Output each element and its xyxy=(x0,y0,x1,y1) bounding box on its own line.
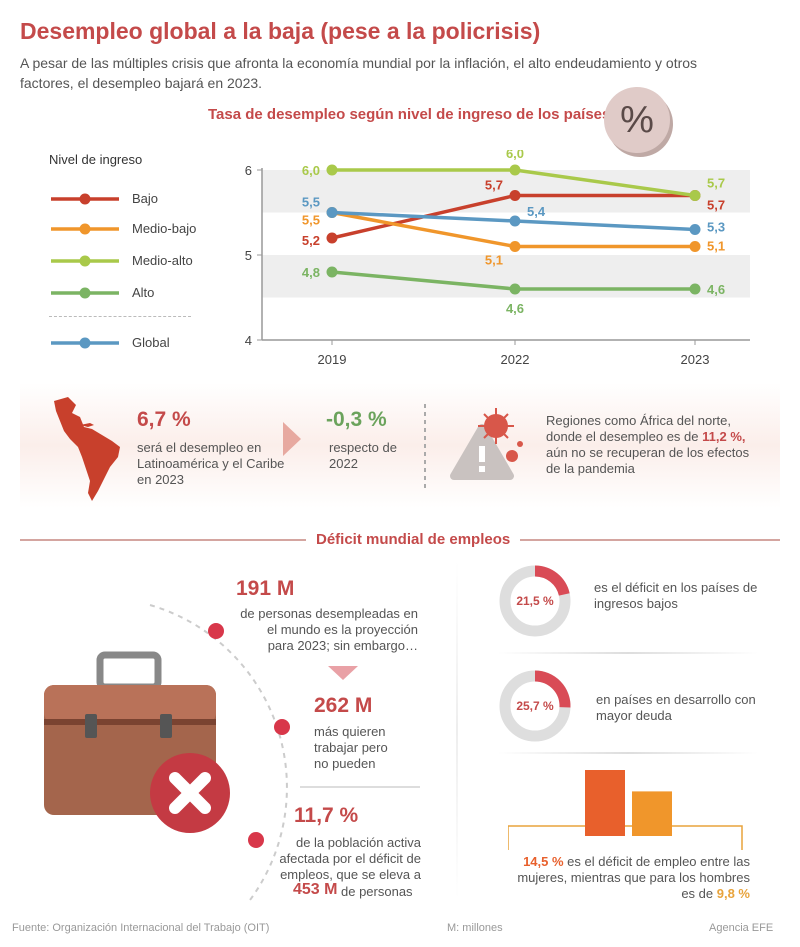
data-label: 6,0 xyxy=(506,150,524,161)
stat-active-pop-value: 11,7 % xyxy=(294,804,359,827)
women-value: 14,5 % xyxy=(523,854,564,869)
latam-unemployment-text: será el desempleo en Latinoamérica y el … xyxy=(137,440,285,487)
stat-unemployed-value: 191 M xyxy=(236,577,295,600)
donut-indebted-label: 25,7 % xyxy=(516,699,554,713)
data-point xyxy=(689,283,701,295)
data-point xyxy=(509,164,521,176)
data-label: 5,5 xyxy=(302,213,320,228)
stat-unemployed-text: de personas desempleadas en el mundo es … xyxy=(240,606,418,653)
latam-change-value: -0,3 % xyxy=(326,408,387,431)
data-label: 5,4 xyxy=(527,204,546,219)
y-tick-label: 5 xyxy=(245,248,252,263)
data-label: 5,1 xyxy=(485,253,503,268)
data-point xyxy=(509,215,521,227)
info-band xyxy=(20,383,780,508)
latam-change-text: respecto de 2022 xyxy=(329,440,397,471)
legend-label: Medio-alto xyxy=(132,253,193,268)
divider xyxy=(300,786,420,788)
chart-title: Tasa de desempleo según nivel de ingreso… xyxy=(208,106,611,123)
data-label: 5,1 xyxy=(707,239,725,254)
x-tick-label: 2019 xyxy=(318,352,347,367)
data-label: 4,8 xyxy=(302,265,320,280)
y-tick-label: 4 xyxy=(245,333,252,348)
data-label: 5,7 xyxy=(707,176,725,191)
donut-chart-low-income xyxy=(499,565,571,637)
data-label: 5,5 xyxy=(302,195,320,210)
stat-people-value: 453 M xyxy=(293,881,338,898)
data-label: 5,2 xyxy=(302,233,320,248)
donut-segment xyxy=(534,670,571,708)
section-title: Déficit mundial de empleos xyxy=(306,531,521,548)
series-alto: 4,8 4,6 4,6 xyxy=(302,265,725,316)
data-point xyxy=(326,207,338,218)
data-label: 5,7 xyxy=(485,178,503,193)
bar-men xyxy=(632,791,672,836)
legend-label: Alto xyxy=(132,285,155,300)
data-point xyxy=(509,241,521,252)
data-point xyxy=(326,232,338,244)
legend-label: Global xyxy=(132,335,170,350)
data-label: 4,6 xyxy=(506,301,524,316)
gender-deficit-text: 14,5 % es el déficit de empleo entre las… xyxy=(517,854,750,901)
data-point xyxy=(689,224,701,235)
data-point xyxy=(689,190,701,201)
data-label: 5,7 xyxy=(707,198,725,213)
line-chart: 4 5 6 2019 2022 2023 5,2 5,7 5,7 5,5 5,1 5,1 6,0 6,0 5… xyxy=(245,150,750,367)
legend-divider xyxy=(49,316,191,317)
column-divider xyxy=(456,560,458,900)
x-tick-label: 2023 xyxy=(681,352,710,367)
region-value: 11,2 %, xyxy=(702,429,746,444)
arrow-down-icon xyxy=(328,666,358,680)
bar-women xyxy=(585,770,625,836)
gender-bar-chart xyxy=(508,770,743,850)
stat-want-work-value: 262 M xyxy=(314,694,373,717)
page-subtitle: A pesar de las múltiples crisis que afro… xyxy=(20,55,698,91)
legend-label: Medio-bajo xyxy=(132,221,197,236)
region-text: Regiones como África del norte, donde el… xyxy=(546,413,750,476)
latam-unemployment-value: 6,7 % xyxy=(137,408,191,431)
donut-low-income-text: es el déficit en los países de ingresos … xyxy=(594,580,758,611)
footer-unit: M: millones xyxy=(447,922,503,934)
briefcase-illustration xyxy=(44,604,290,901)
stat-want-work-text: más quieren trabajar pero no pueden xyxy=(314,724,388,771)
data-point xyxy=(689,241,701,252)
y-tick-label: 6 xyxy=(245,163,252,178)
legend-title: Nivel de ingreso xyxy=(49,152,143,167)
series-global: 5,5 5,4 5,3 xyxy=(302,195,725,235)
data-label: 6,0 xyxy=(302,163,320,178)
virus-warning-icon xyxy=(450,408,523,480)
footer-source: Fuente: Organización Internacional del T… xyxy=(12,922,270,934)
legend-label: Bajo xyxy=(132,191,159,206)
divider xyxy=(498,752,758,754)
footer-agency: Agencia EFE xyxy=(709,922,774,934)
x-tick-label: 2022 xyxy=(501,352,530,367)
data-point xyxy=(326,266,338,278)
data-point xyxy=(326,164,338,176)
donut-segment xyxy=(534,565,570,597)
data-point xyxy=(509,283,521,295)
data-label: 5,3 xyxy=(707,220,725,235)
arrow-right-icon xyxy=(283,422,301,456)
data-label: 4,6 xyxy=(707,282,725,297)
percent-badge: % xyxy=(604,87,670,153)
donut-chart-indebted xyxy=(499,670,571,742)
latin-america-map-icon xyxy=(54,397,120,501)
divider xyxy=(424,404,426,490)
stat-active-pop-text: de la población activa afectada por el d… xyxy=(279,835,421,882)
donut-indebted-text: en países en desarrollo con mayor deuda xyxy=(596,692,756,723)
page-title: Desempleo global a la baja (pese a la po… xyxy=(20,18,541,44)
men-value: 9,8 % xyxy=(716,886,750,901)
donut-low-income-label: 21,5 % xyxy=(516,594,554,608)
data-point xyxy=(509,190,521,201)
series-medio-alto: 6,0 6,0 5,7 xyxy=(302,150,725,201)
divider xyxy=(498,652,758,654)
stat-people-text: de personas xyxy=(341,884,413,899)
